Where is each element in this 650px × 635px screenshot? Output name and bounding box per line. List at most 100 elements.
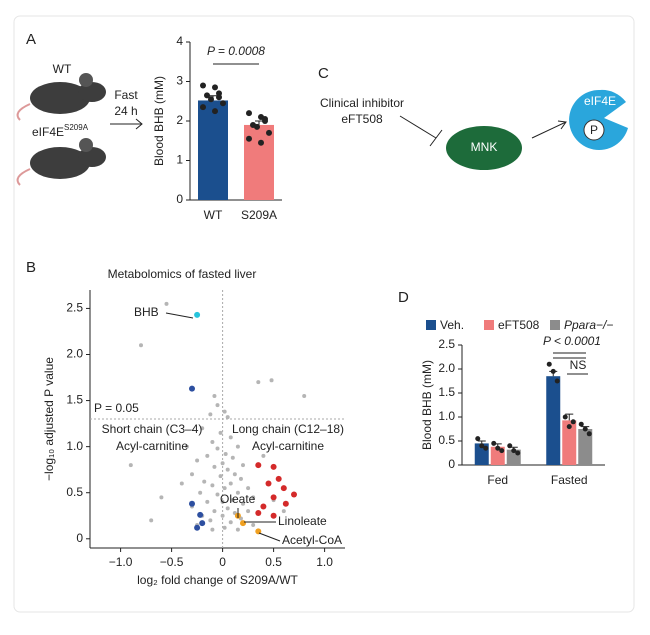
y-axis-label: Blood BHB (mM)	[152, 76, 166, 166]
eif4e-node	[569, 89, 628, 150]
mouse-label: eIF4ES209A	[32, 123, 89, 139]
y-tick-label: 3	[176, 74, 183, 88]
mouse-label-sup: S209A	[64, 123, 89, 132]
data-point	[255, 509, 262, 516]
data-point	[205, 499, 210, 504]
data-point	[511, 448, 517, 454]
data-point	[282, 500, 289, 507]
bar	[546, 376, 561, 465]
data-point	[200, 104, 206, 111]
data-point	[197, 511, 204, 518]
data-point	[210, 440, 215, 445]
mnk-node	[446, 126, 522, 170]
data-point	[275, 475, 282, 482]
data-point	[139, 343, 143, 348]
y-tick-label: 0	[76, 531, 83, 545]
data-point	[222, 525, 227, 530]
legend-label: Veh.	[440, 318, 464, 332]
panel-label: C	[318, 65, 329, 82]
data-point	[220, 499, 225, 504]
panel-label: A	[26, 31, 36, 48]
x-tick-label: −0.5	[160, 555, 184, 569]
data-point	[570, 419, 576, 425]
data-point	[212, 108, 218, 115]
data-point	[475, 436, 481, 442]
data-point	[251, 522, 256, 527]
mnk-label: MNK	[471, 140, 498, 154]
data-point	[270, 494, 277, 501]
error-bar	[477, 440, 486, 444]
error-bar	[565, 413, 574, 421]
mouse-icon	[16, 73, 106, 121]
y-tick-label: 1	[176, 153, 183, 167]
data-point	[212, 464, 217, 469]
legend-label: eFT508	[498, 318, 540, 332]
data-point	[546, 361, 552, 367]
annotation: Oleate	[220, 492, 256, 506]
data-point	[254, 123, 260, 130]
data-point	[223, 452, 228, 457]
data-point	[190, 472, 194, 477]
x-tick-label: 1.0	[316, 555, 333, 569]
data-point	[218, 474, 223, 479]
y-tick-label: 0	[176, 192, 183, 206]
data-point	[260, 503, 267, 510]
y-tick-label: 1.0	[66, 439, 83, 453]
annotation: NS	[570, 358, 587, 372]
data-point	[230, 498, 235, 503]
data-point	[258, 139, 264, 146]
data-point	[554, 378, 560, 384]
data-point	[270, 512, 277, 519]
data-point	[228, 520, 233, 525]
data-point	[241, 501, 245, 506]
data-point	[507, 443, 513, 449]
y-tick-label: 2.5	[66, 301, 83, 315]
data-point	[218, 430, 223, 435]
data-point	[200, 426, 205, 431]
annotation: P = 0.0008	[207, 44, 265, 58]
data-point	[578, 421, 584, 427]
bar	[562, 420, 577, 465]
y-tick-label: 4	[176, 34, 183, 48]
data-point	[246, 135, 252, 142]
data-point	[164, 301, 169, 306]
phospho-label: P	[590, 123, 598, 137]
data-point	[266, 129, 272, 136]
data-point	[515, 450, 521, 456]
legend-swatch	[550, 320, 560, 330]
data-point	[194, 524, 201, 531]
x-axis-label: log₂ fold change of S209A/WT	[137, 573, 298, 587]
annotation: BHB	[134, 305, 159, 319]
data-point	[238, 476, 243, 481]
data-point	[235, 444, 240, 449]
y-axis-label: Blood BHB (mM)	[420, 360, 434, 450]
data-point	[184, 444, 189, 449]
data-point	[255, 462, 262, 469]
y-tick-label: 1.5	[438, 385, 455, 399]
panel-label: D	[398, 289, 409, 306]
annotation: Acyl-carnitine	[252, 439, 324, 453]
data-point	[495, 445, 501, 451]
legend-swatch	[426, 320, 436, 330]
data-point	[270, 463, 277, 470]
data-point	[215, 492, 220, 497]
annotation: Long chain (C12–18)	[232, 422, 344, 436]
inhibition-arrow	[399, 115, 443, 147]
data-point	[246, 110, 252, 117]
data-point	[222, 486, 227, 491]
data-point	[220, 513, 225, 518]
data-point	[194, 311, 201, 318]
data-point	[189, 500, 195, 507]
mouse-label-main: eIF4E	[32, 125, 64, 139]
data-point	[205, 453, 210, 458]
data-point	[149, 518, 154, 523]
legend-swatch	[484, 320, 494, 330]
data-point	[232, 472, 237, 477]
y-tick-label: 0	[448, 457, 455, 471]
y-tick-label: 0.5	[438, 433, 455, 447]
legend-label: Ppara−/−	[564, 318, 613, 332]
x-tick-label: 0.5	[265, 555, 282, 569]
data-point	[235, 527, 240, 532]
arrow	[110, 118, 143, 130]
data-point	[550, 368, 556, 374]
